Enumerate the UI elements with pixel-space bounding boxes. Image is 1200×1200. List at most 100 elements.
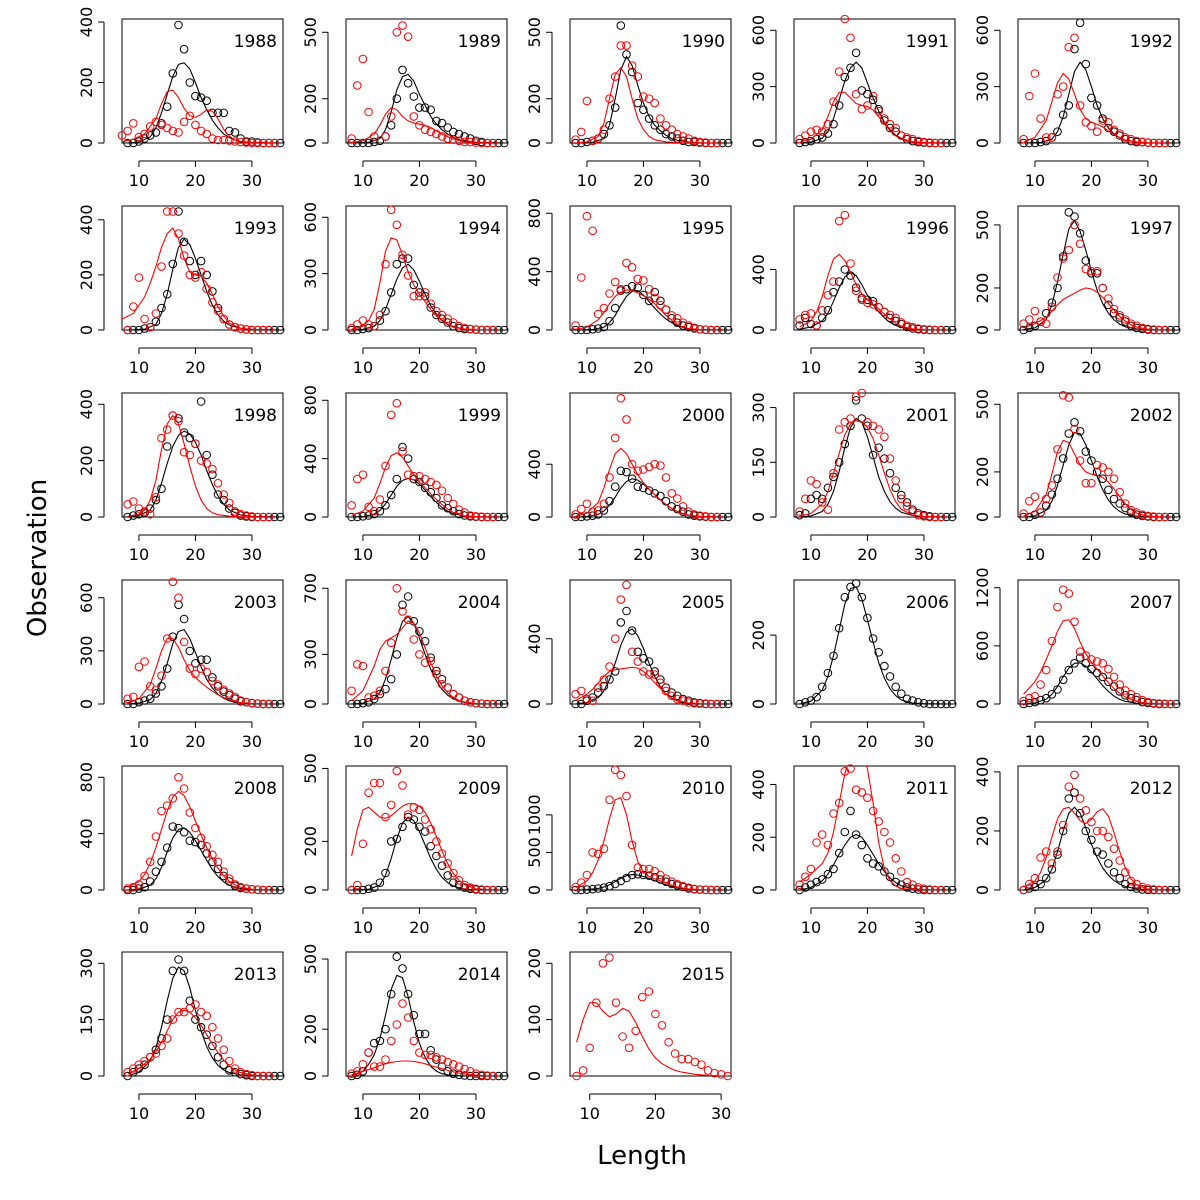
series-red-point (1025, 879, 1034, 889)
series-black-point (718, 138, 727, 148)
series-red-point (415, 805, 424, 815)
series-red-point (874, 817, 884, 826)
series-black-point (157, 484, 166, 494)
y-tick-label: 300 (749, 392, 768, 423)
series-black-point (588, 511, 597, 521)
series-red-point (908, 880, 917, 890)
series-black-point (381, 501, 390, 510)
y-tick-label: 400 (525, 256, 544, 287)
series-black-point (571, 512, 580, 522)
series-black-point (369, 883, 379, 892)
panel-title: 2011 (906, 779, 949, 799)
series-black-point (593, 884, 603, 893)
x-tick-label: 10 (353, 1104, 373, 1123)
series-black-point (230, 128, 240, 137)
series-black-point (863, 854, 872, 863)
series-black-point (644, 486, 654, 495)
series-red-point (1115, 680, 1124, 689)
series-black-point (577, 325, 586, 335)
series-black-point (599, 506, 609, 515)
series-black-point (1070, 788, 1079, 797)
series-black-point (347, 512, 356, 522)
panel-frame (121, 579, 284, 705)
panel-frame (569, 205, 732, 331)
x-tick-label: 30 (242, 918, 262, 937)
series-black-point (1041, 873, 1051, 883)
series-black-point (375, 316, 385, 325)
series-red-point (863, 101, 872, 110)
series-black-point (823, 306, 833, 315)
series-red-point (605, 289, 614, 298)
series-red-point (409, 471, 419, 481)
series-black-point (1064, 665, 1074, 675)
series-red-point (157, 262, 166, 271)
series-red-point (706, 325, 716, 335)
series-black-point (914, 698, 923, 707)
series-black-point (386, 288, 396, 297)
series-red-point (437, 849, 447, 858)
series-red-point (420, 658, 430, 668)
panel-title: 2010 (682, 779, 725, 799)
y-tick-label: 400 (525, 623, 544, 654)
series-black-point (145, 504, 155, 513)
series-black-point (1030, 138, 1040, 148)
series-red-point (1087, 817, 1096, 827)
series-red-point (639, 465, 648, 474)
series-black-point (723, 325, 733, 335)
series-red-point (403, 810, 413, 819)
series-red-point (667, 489, 677, 498)
series-black-point (582, 325, 592, 335)
series-red-point (599, 125, 609, 134)
series-red-point (236, 324, 245, 333)
series-red-point (392, 1020, 402, 1029)
series-red-point (358, 470, 368, 480)
x-tick-label: 10 (801, 732, 821, 751)
series-black-point (925, 699, 934, 709)
series-red-point (902, 501, 912, 511)
series-red-point (598, 959, 608, 968)
series-red-point (191, 823, 200, 833)
series-black-point (145, 694, 155, 704)
series-black-point (392, 834, 402, 844)
series-black-point (656, 675, 665, 684)
x-tick-label: 10 (577, 171, 597, 190)
series-black-point (369, 694, 379, 704)
series-red-point (369, 321, 379, 331)
series-red-point (605, 94, 614, 103)
series-red-point (466, 137, 475, 147)
series-black-point (806, 880, 816, 890)
series-red-point (817, 127, 827, 136)
x-tick-label: 30 (242, 1104, 262, 1123)
y-tick-label: 200 (749, 620, 768, 651)
panel-frame (1017, 18, 1180, 144)
series-black-fit-line (799, 833, 953, 890)
series-red-point (386, 112, 396, 121)
series-black-point (347, 1071, 356, 1081)
series-red-point (914, 510, 923, 520)
series-black-point (599, 322, 609, 332)
series-red-point (829, 468, 838, 478)
series-red-point (129, 692, 138, 702)
series-red-point (650, 293, 660, 303)
series-red-point (185, 808, 195, 817)
series-black-point (840, 592, 850, 602)
series-red-point (369, 778, 379, 788)
series-black-point (588, 693, 597, 702)
series-red-point (264, 885, 274, 895)
series-black-point (449, 1069, 458, 1078)
series-red-point (437, 679, 447, 689)
series-black-fit-line (127, 430, 281, 517)
x-tick-label: 10 (1025, 918, 1045, 937)
series-red-point (651, 1009, 660, 1019)
series-red-point (1149, 325, 1158, 334)
series-red-point (242, 884, 251, 893)
y-tick-label: 600 (301, 202, 320, 233)
series-red-point (622, 258, 631, 268)
panel-1999: 1999 10 20 30 0 400 800 (301, 385, 509, 564)
series-red-point (381, 812, 390, 822)
series-red-point (701, 699, 710, 709)
x-tick-label: 30 (914, 918, 934, 937)
series-red-point (1064, 393, 1074, 402)
series-red-point (471, 1069, 481, 1078)
